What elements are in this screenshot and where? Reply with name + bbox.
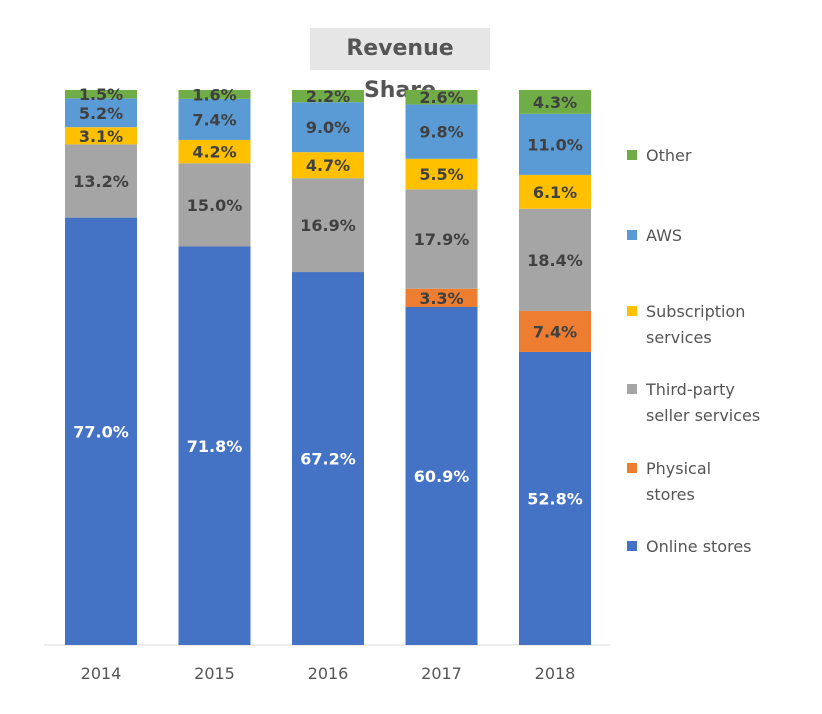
bar-aws-2018 [519,113,591,175]
bar-aws-2015 [178,98,251,140]
bar-other-2014 [65,90,137,99]
bar-third-party-seller-services-2017 [405,189,478,289]
bar-label-aws-2016: 9.0% [306,118,350,137]
bar-aws-2014 [65,98,137,128]
bar-aws-2016 [292,102,364,153]
segment-labels-group: 77.0% 13.2% 3.1% 5.2%1.5% 71.8% 15.0% 4.2% 7.4%… [73,85,583,508]
bar-online-stores-2016 [292,272,364,645]
bar-online-stores-2015 [178,246,251,645]
bar-physical-stores-2018 [519,310,591,352]
legend-marker-aws [627,230,637,240]
bar-label-aws-2017: 9.8% [419,123,463,142]
bar-label-online-stores-2016: 67.2% [300,450,356,469]
bar-label-aws-2014: 5.2% [79,104,123,123]
bar-label-physical-stores-2018: 7.4% [533,322,577,341]
bar-label-third-party-seller-services-2016: 16.9% [300,216,356,235]
bar-subscription-services-2014 [65,127,137,145]
bar-label-other-2015: 1.6% [192,85,236,104]
bar-label-subscription-services-2018: 6.1% [533,183,577,202]
bar-label-subscription-services-2016: 4.7% [306,156,350,175]
bar-third-party-seller-services-2015 [178,163,251,247]
legend-label-online-stores: Online stores [646,537,752,556]
bar-online-stores-2018 [519,351,591,645]
bar-label-third-party-seller-services-2018: 18.4% [527,251,583,270]
legend-label-third-party-seller-services-line-1: Third-party [645,380,735,399]
bar-subscription-services-2016 [292,152,364,179]
bar-subscription-services-2015 [178,139,251,164]
bar-label-online-stores-2015: 71.8% [187,437,243,456]
bar-label-third-party-seller-services-2015: 15.0% [187,196,243,215]
bar-label-online-stores-2014: 77.0% [73,422,129,441]
legend-label-third-party-seller-services-line-2: seller services [646,406,760,425]
bar-label-online-stores-2018: 52.8% [527,489,583,508]
x-tick-label-2017: 2017 [421,664,462,683]
bar-subscription-services-2018 [519,174,591,209]
legend-label-aws: AWS [646,226,682,245]
bar-online-stores-2017 [405,307,478,645]
legend-marker-subscription-services [627,306,637,316]
bar-other-2015 [178,90,251,99]
bar-label-third-party-seller-services-2017: 17.9% [414,230,470,249]
x-tick-labels-group: 2014 2015 2016 2017 2018 [81,664,576,683]
bar-other-2018 [519,90,591,114]
bar-other-2016 [292,90,364,103]
bar-label-subscription-services-2017: 5.5% [419,165,463,184]
chart-title-background [310,28,490,70]
bar-label-online-stores-2017: 60.9% [414,467,470,486]
legend-marker-third-party-seller-services [627,384,637,394]
x-tick-label-2015: 2015 [194,664,235,683]
legend: Other AWS Subscription services Third-party s… [627,146,760,556]
bar-physical-stores-2017 [405,288,478,308]
x-tick-label-2014: 2014 [81,664,122,683]
legend-marker-other [627,150,637,160]
bar-subscription-services-2017 [405,158,478,190]
bar-third-party-seller-services-2018 [519,208,591,311]
legend-label-physical-stores-line-1: Physical [646,459,711,478]
legend-label-subscription-services-line-1: Subscription [646,302,745,321]
bar-third-party-seller-services-2014 [65,144,137,218]
bar-label-other-2016: 2.2% [306,87,350,106]
x-tick-label-2016: 2016 [308,664,349,683]
bar-third-party-seller-services-2016 [292,178,364,273]
legend-marker-physical-stores [627,463,637,473]
legend-label-subscription-services-line-2: services [646,328,712,347]
x-tick-label-2018: 2018 [535,664,576,683]
bar-aws-2017 [405,104,478,159]
bars-group [65,90,591,645]
bar-label-aws-2018: 11.0% [527,135,583,154]
legend-marker-online-stores [627,541,637,551]
bar-label-subscription-services-2015: 4.2% [192,143,236,162]
bar-label-other-2018: 4.3% [533,93,577,112]
bar-label-other-2017: 2.6% [419,88,463,107]
bar-label-subscription-services-2014: 3.1% [79,127,123,146]
bar-label-aws-2015: 7.4% [192,110,236,129]
bar-online-stores-2014 [65,217,137,645]
bar-other-2017 [405,90,478,105]
legend-label-physical-stores-line-2: stores [646,485,695,504]
legend-label-other: Other [646,146,692,165]
bar-label-other-2014: 1.5% [79,85,123,104]
bar-label-physical-stores-2017: 3.3% [419,289,463,308]
bar-label-third-party-seller-services-2014: 13.2% [73,172,129,191]
